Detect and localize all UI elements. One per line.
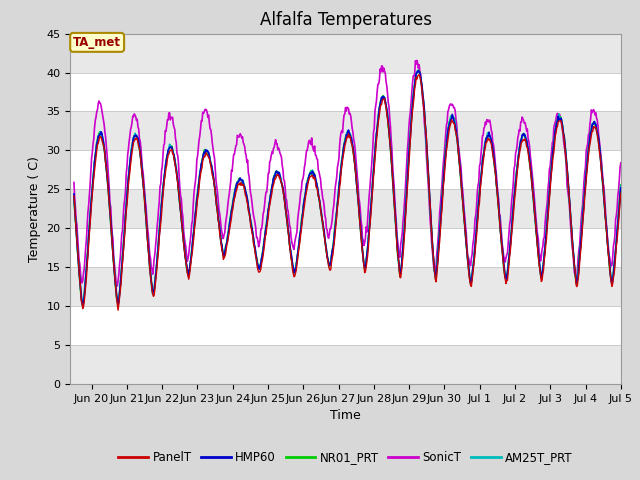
Legend: PanelT, HMP60, NR01_PRT, SonicT, AM25T_PRT: PanelT, HMP60, NR01_PRT, SonicT, AM25T_P… — [113, 446, 578, 468]
X-axis label: Time: Time — [330, 409, 361, 422]
Title: Alfalfa Temperatures: Alfalfa Temperatures — [260, 11, 431, 29]
Bar — [70, 189, 621, 228]
Bar — [70, 267, 621, 306]
Bar — [70, 111, 621, 150]
Bar — [70, 34, 621, 72]
Bar — [70, 345, 621, 384]
Text: TA_met: TA_met — [73, 36, 121, 49]
Y-axis label: Temperature ( C): Temperature ( C) — [28, 156, 41, 262]
